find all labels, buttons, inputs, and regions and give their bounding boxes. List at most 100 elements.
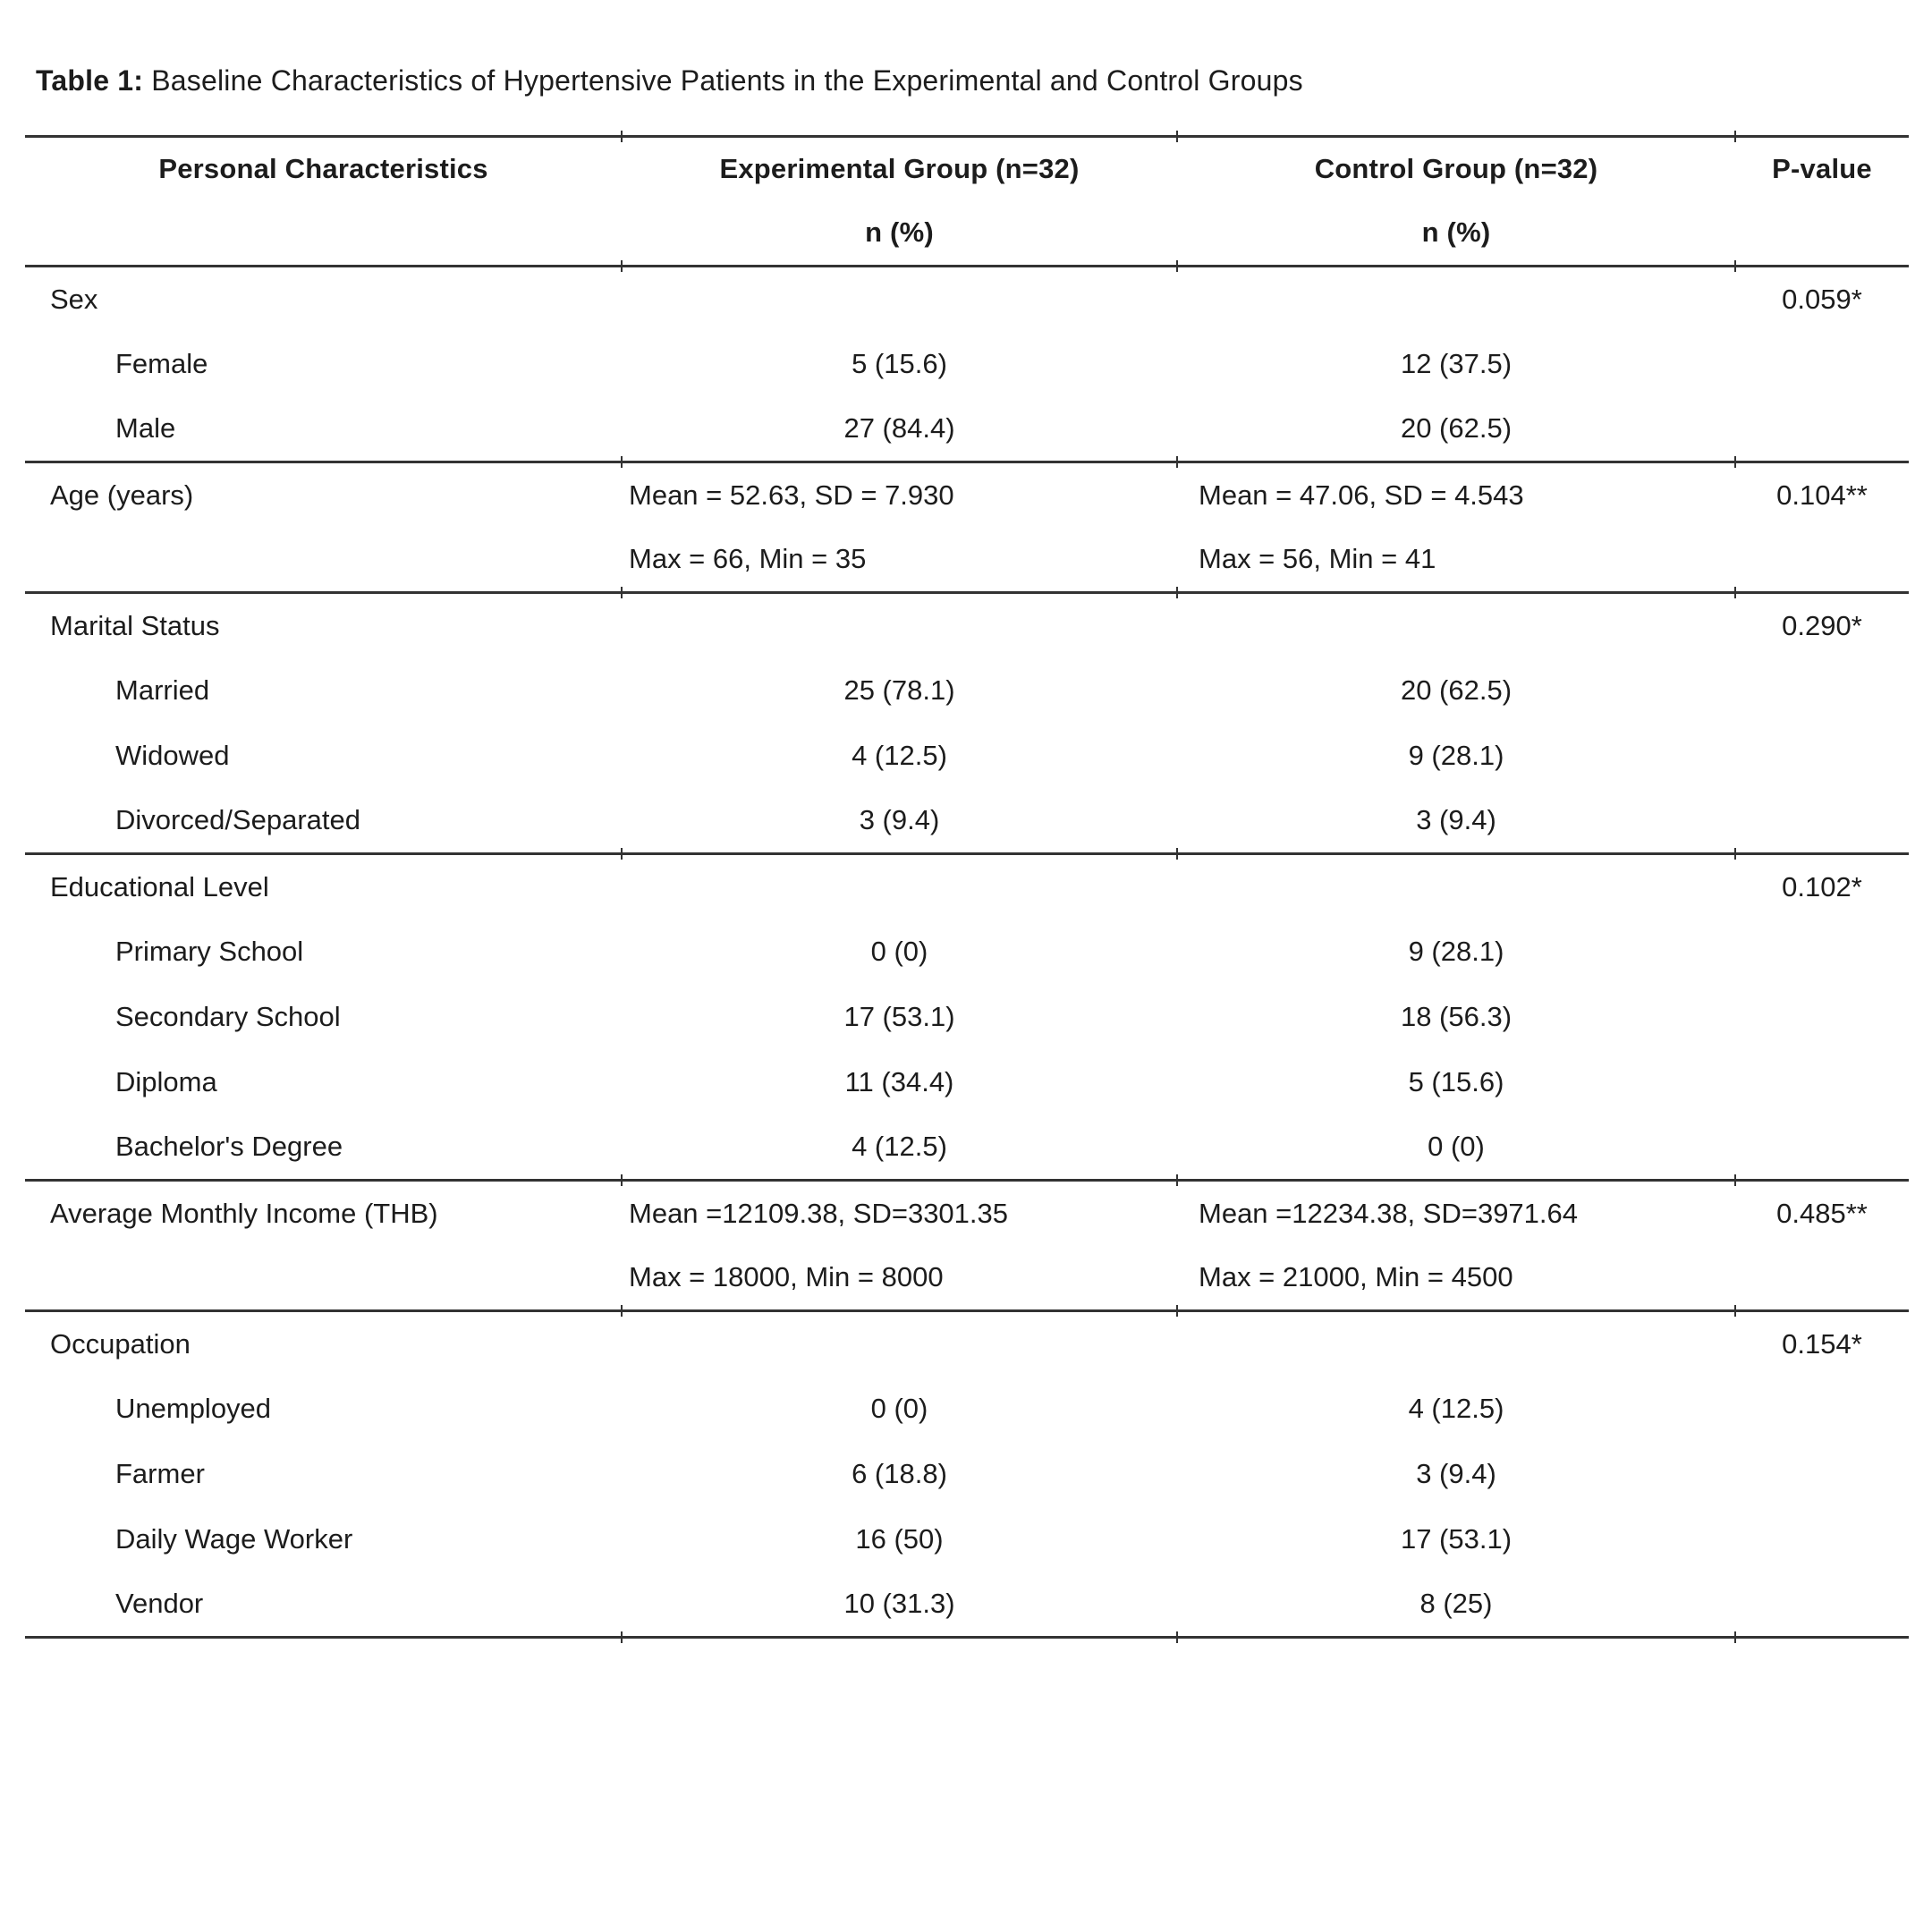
p-value xyxy=(1735,1246,1909,1311)
experimental-value: 3 (9.4) xyxy=(859,804,940,836)
control-value: 18 (56.3) xyxy=(1400,1001,1513,1032)
control-value xyxy=(1176,1303,1735,1377)
row-label: Educational Level xyxy=(50,870,269,902)
table-row: Farmer 6 (18.8) 3 (9.4) xyxy=(25,1442,1909,1507)
experimental-value xyxy=(621,1303,1177,1377)
header-p-value: P-value xyxy=(1734,129,1909,201)
row-label: Male xyxy=(115,412,176,445)
experimental-value: 16 (50) xyxy=(855,1523,944,1555)
p-value xyxy=(1735,528,1909,593)
p-value: 0.485** xyxy=(1734,1173,1909,1246)
row-label: Secondary School xyxy=(115,1001,341,1032)
p-value: 0.102* xyxy=(1734,846,1909,919)
header-control-n-pct: n (%) xyxy=(1176,201,1735,272)
section-sex: Sex 0.059* Female 5 (15.6) 12 (37.5) Male 27 (… xyxy=(25,258,1909,462)
row-label: Occupation xyxy=(50,1327,191,1360)
row-label: Daily Wage Worker xyxy=(115,1523,353,1555)
row-label: Diploma xyxy=(115,1066,217,1097)
header-experimental-n-pct: n (%) xyxy=(621,201,1177,272)
section-average-monthly-income: Average Monthly Income (THB) Mean =12109.… xyxy=(25,1173,1909,1311)
table-row: Educational Level 0.102* xyxy=(25,846,1909,919)
p-value xyxy=(1735,658,1909,724)
control-value xyxy=(1176,585,1735,658)
section-occupation: Occupation 0.154* Unemployed 0 (0) 4 (12.5) F… xyxy=(25,1303,1909,1643)
control-value: 8 (25) xyxy=(1176,1572,1735,1643)
control-value: 5 (15.6) xyxy=(1408,1066,1504,1097)
header-spacer xyxy=(1734,201,1909,272)
table-row: Widowed 4 (12.5) 9 (28.1) xyxy=(25,724,1909,789)
row-label: Widowed xyxy=(115,740,230,771)
p-value: 0.290* xyxy=(1734,585,1909,658)
experimental-value: 4 (12.5) xyxy=(852,740,947,771)
p-value xyxy=(1735,332,1909,397)
row-label: Divorced/Separated xyxy=(115,804,360,836)
experimental-value: Mean =12109.38, SD=3301.35 xyxy=(621,1173,1177,1246)
p-value: 0.154* xyxy=(1734,1303,1909,1377)
control-value: 9 (28.1) xyxy=(1408,740,1504,771)
row-label xyxy=(25,528,622,593)
p-value xyxy=(1735,724,1909,789)
p-value xyxy=(1735,789,1909,854)
header-personal-characteristics: Personal Characteristics xyxy=(158,153,488,185)
p-value: 0.104** xyxy=(1734,454,1909,528)
table-row: Male 27 (84.4) 20 (62.5) xyxy=(25,397,1909,462)
table-row: Bachelor's Degree 4 (12.5) 0 (0) xyxy=(25,1115,1909,1181)
p-value xyxy=(1734,1572,1909,1643)
table-row: Diploma 11 (34.4) 5 (15.6) xyxy=(25,1050,1909,1115)
control-value: 3 (9.4) xyxy=(1416,804,1496,836)
control-value xyxy=(1176,846,1735,919)
baseline-characteristics-table: Personal Characteristics Experimental Gr… xyxy=(25,129,1909,1643)
row-label: Primary School xyxy=(115,936,304,967)
table-row: Primary School 0 (0) 9 (28.1) xyxy=(25,919,1909,985)
table-row: Divorced/Separated 3 (9.4) 3 (9.4) xyxy=(25,789,1909,854)
control-value: Mean =12234.38, SD=3971.64 xyxy=(1176,1173,1735,1246)
table-row: Female 5 (15.6) 12 (37.5) xyxy=(25,332,1909,397)
experimental-value: 27 (84.4) xyxy=(843,412,955,445)
table-row: Unemployed 0 (0) 4 (12.5) xyxy=(25,1377,1909,1442)
table-caption-text: Baseline Characteristics of Hypertensive… xyxy=(151,64,1303,97)
table-caption-label: Table 1: xyxy=(36,64,144,97)
header-spacer xyxy=(25,201,622,267)
row-label: Marital Status xyxy=(50,609,220,641)
section-educational-level: Educational Level 0.102* Primary School 0 (… xyxy=(25,846,1909,1181)
control-value: 0 (0) xyxy=(1428,1131,1485,1163)
table-row: Occupation 0.154* xyxy=(25,1303,1909,1377)
control-value: 20 (62.5) xyxy=(1400,412,1513,445)
p-value xyxy=(1735,1050,1909,1115)
control-value: 9 (28.1) xyxy=(1408,936,1504,967)
p-value xyxy=(1735,1442,1909,1507)
p-value xyxy=(1735,985,1909,1050)
control-value: Max = 21000, Min = 4500 xyxy=(1199,1261,1513,1293)
experimental-value: 4 (12.5) xyxy=(852,1131,947,1163)
experimental-value: 25 (78.1) xyxy=(843,674,955,706)
control-value: 17 (53.1) xyxy=(1400,1523,1513,1555)
experimental-value: 0 (0) xyxy=(870,936,928,967)
experimental-value xyxy=(621,258,1177,332)
table-row: Max = 18000, Min = 8000 Max = 21000, Min … xyxy=(25,1246,1909,1311)
experimental-value: Max = 18000, Min = 8000 xyxy=(629,1261,944,1293)
table-row: Vendor 10 (31.3) 8 (25) xyxy=(25,1572,1909,1643)
table-row: Age (years) Mean = 52.63, SD = 7.930 Mean … xyxy=(25,454,1909,528)
row-label: Unemployed xyxy=(115,1393,272,1424)
row-label: Average Monthly Income (THB) xyxy=(50,1197,438,1229)
experimental-value: 11 (34.4) xyxy=(844,1066,954,1097)
table-row: Average Monthly Income (THB) Mean =12109.… xyxy=(25,1173,1909,1246)
table-row: Max = 66, Min = 35 Max = 56, Min = 41 xyxy=(25,528,1909,593)
section-marital-status: Marital Status 0.290* Married 25 (78.1) 20 (… xyxy=(25,585,1909,854)
table-row: Secondary School 17 (53.1) 18 (56.3) xyxy=(25,985,1909,1050)
experimental-value: 17 (53.1) xyxy=(843,1001,955,1032)
subheader-row: n (%) n (%) xyxy=(25,201,1909,272)
experimental-value xyxy=(621,585,1177,658)
row-label: Sex xyxy=(50,283,98,315)
control-value: 20 (62.5) xyxy=(1400,674,1513,706)
control-value xyxy=(1176,258,1735,332)
p-value xyxy=(1735,919,1909,985)
experimental-value: 10 (31.3) xyxy=(621,1572,1177,1643)
control-value: 3 (9.4) xyxy=(1416,1458,1496,1489)
header-control-group: Control Group (n=32) xyxy=(1176,129,1735,201)
experimental-value: 6 (18.8) xyxy=(852,1458,947,1489)
control-value: 4 (12.5) xyxy=(1408,1393,1504,1424)
experimental-value: 0 (0) xyxy=(870,1393,928,1424)
experimental-value: Mean = 52.63, SD = 7.930 xyxy=(621,454,1177,528)
